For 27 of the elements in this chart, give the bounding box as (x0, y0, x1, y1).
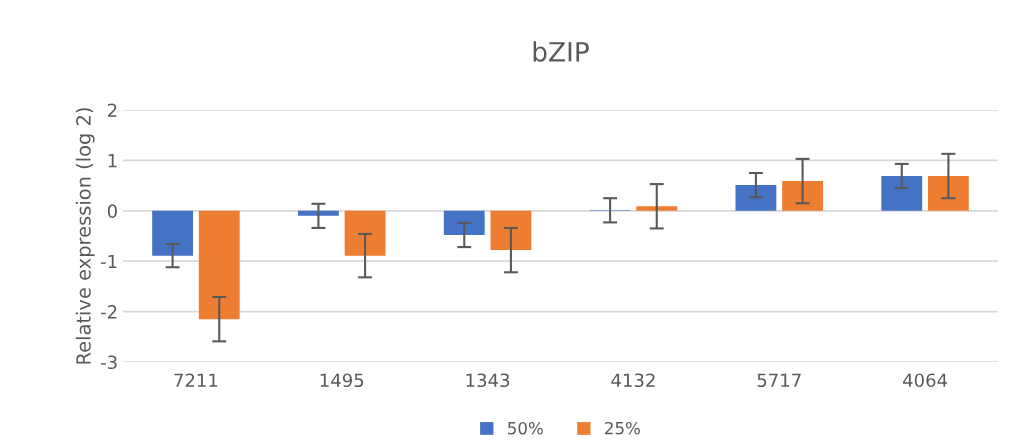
x-tick-label: 5717 (757, 373, 801, 388)
bar (735, 185, 777, 211)
chart-title: bZIP (533, 41, 589, 62)
x-tick-label: 1343 (466, 373, 510, 388)
y-tick-label: -2 (101, 305, 117, 319)
x-tick-label: 4064 (902, 373, 948, 388)
bar (881, 176, 923, 211)
y-tick-label: 2 (107, 103, 117, 117)
bar (782, 181, 823, 211)
bar (344, 210, 386, 256)
y-tick-label: -3 (101, 355, 117, 370)
y-tick-label: 1 (108, 154, 117, 168)
bar (443, 210, 485, 235)
legend-label: 25% (605, 421, 640, 435)
legend-label: 50% (508, 421, 543, 435)
bar (298, 210, 339, 216)
bar (636, 206, 678, 211)
x-tick-label: 7211 (174, 373, 218, 387)
bar (490, 210, 532, 251)
y-tick-label: -1 (101, 254, 117, 269)
bar (928, 176, 969, 211)
y-tick-label: 0 (107, 204, 117, 218)
bar (152, 210, 193, 256)
bar (198, 210, 240, 320)
x-tick-label: 4132 (611, 373, 655, 388)
y-axis-title: Relative expression (log 2) (75, 108, 95, 364)
x-tick-label: 1495 (320, 373, 364, 388)
